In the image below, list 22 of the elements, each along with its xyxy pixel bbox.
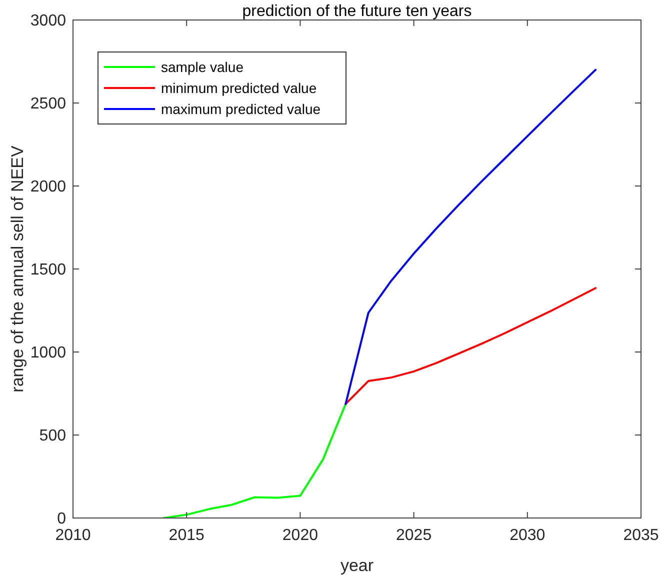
x-tick-label: 2030 bbox=[510, 527, 546, 544]
y-tick-label: 2000 bbox=[30, 178, 66, 196]
y-tick-label: 1500 bbox=[30, 262, 66, 279]
x-tick-label: 2010 bbox=[55, 527, 91, 544]
x-axis-title: year bbox=[340, 556, 374, 575]
y-tick-label: 500 bbox=[39, 428, 66, 445]
x-tick-label: 2035 bbox=[623, 527, 659, 544]
legend-label: maximum predicted value bbox=[161, 100, 321, 117]
y-tick-label: 2500 bbox=[30, 96, 66, 113]
y-tick-label: 1000 bbox=[30, 344, 66, 362]
chart-title: prediction of the future ten years bbox=[242, 3, 472, 20]
line-series bbox=[344, 68, 597, 405]
legend-label: minimum predicted value bbox=[161, 80, 317, 96]
y-tick-label: 3000 bbox=[30, 12, 66, 30]
line-series bbox=[344, 287, 597, 405]
y-axis-title: range of the annual sell of NEEV bbox=[8, 145, 27, 392]
legend-label: sample value bbox=[161, 58, 244, 75]
x-tick-label: 2020 bbox=[282, 527, 318, 544]
y-tick-label: 0 bbox=[57, 510, 66, 528]
line-series bbox=[162, 402, 347, 518]
x-tick-label: 2025 bbox=[396, 527, 432, 544]
x-tick-label: 2015 bbox=[168, 527, 204, 544]
